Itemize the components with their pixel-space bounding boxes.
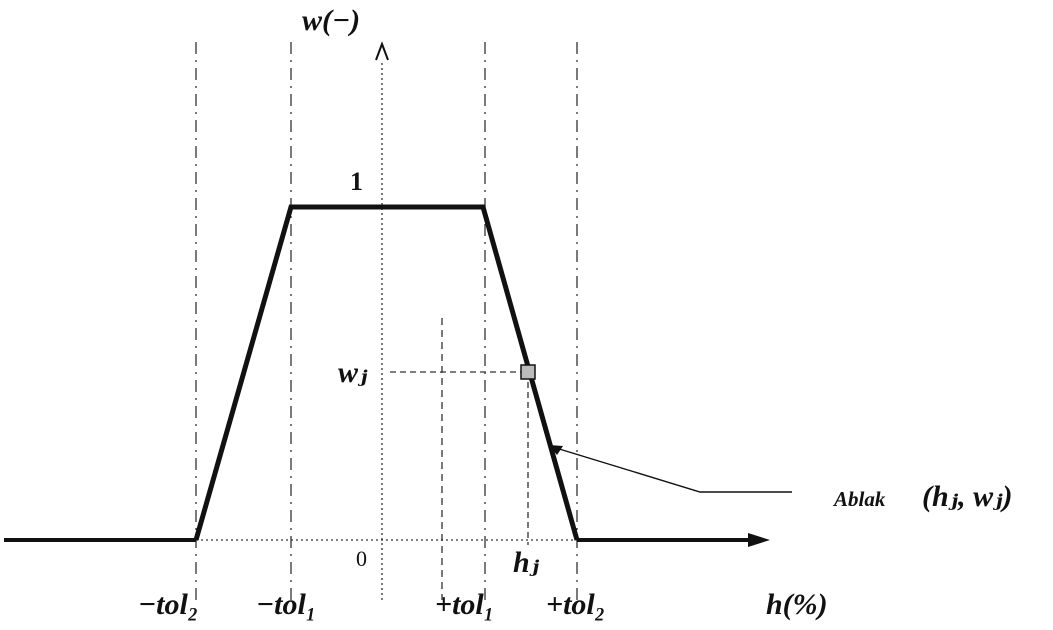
annotation-leader-line bbox=[555, 447, 792, 493]
x-axis-label: h(%) bbox=[766, 588, 828, 621]
annotation-leader-arrowhead bbox=[549, 445, 563, 455]
tick-label-neg-tol1: −tol₁ bbox=[256, 588, 316, 621]
annotation-pair: (hⱼ, wⱼ) bbox=[922, 480, 1012, 513]
annotation-word: Ablak bbox=[832, 487, 886, 511]
origin-label: 0 bbox=[356, 546, 367, 571]
weight-function-trapezoid bbox=[193, 204, 580, 541]
y-axis-arrowhead bbox=[375, 41, 389, 61]
y-axis-label: w(−) bbox=[302, 4, 360, 37]
wj-label: wⱼ bbox=[338, 356, 368, 389]
point-marker-hj-wj bbox=[520, 364, 536, 380]
tick-label-neg-tol2: −tol₂ bbox=[138, 588, 198, 621]
plateau-value-label: 1 bbox=[350, 167, 363, 196]
tick-label-pos-tol2: +tol₂ bbox=[546, 588, 605, 621]
x-axis-arrowhead bbox=[748, 533, 770, 547]
tick-label-pos-tol1: +tol₁ bbox=[435, 588, 494, 621]
hj-label: hⱼ bbox=[513, 546, 540, 579]
